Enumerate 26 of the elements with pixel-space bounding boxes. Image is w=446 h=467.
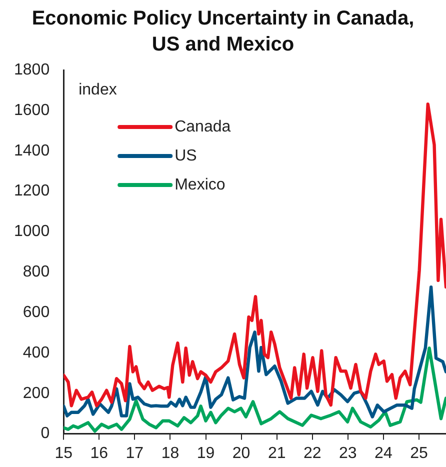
x-tick-label: 20 [232, 444, 250, 462]
x-tick-label: 22 [303, 444, 322, 462]
y-tick-label: 1400 [14, 142, 50, 160]
x-tick-label: 23 [339, 444, 357, 462]
y-axis-title: index [78, 81, 117, 98]
y-tick-label: 800 [22, 264, 50, 281]
x-tick-label: 24 [374, 444, 392, 462]
x-tick-label: 18 [161, 444, 180, 462]
y-tick-label: 400 [22, 344, 50, 362]
y-tick-label: 1200 [14, 182, 50, 200]
y-tick-label: 600 [22, 304, 50, 321]
x-tick-label: 16 [90, 444, 108, 462]
x-tick-label: 19 [196, 444, 215, 462]
x-tick-label: 25 [410, 444, 428, 462]
chart-title: Economic Policy Uncertainty in Canada, US and Mexico [32, 8, 414, 56]
legend-label: Canada [174, 118, 231, 136]
y-tick-label: 1000 [14, 223, 50, 240]
legend-label: US [174, 147, 197, 164]
x-tick-label: 21 [268, 444, 286, 462]
y-tick-label: 1600 [14, 102, 50, 119]
y-tick-label: 200 [22, 384, 50, 402]
y-tick-label: 1800 [14, 61, 50, 78]
legend-label: Mexico [174, 176, 226, 194]
x-tick-label: 17 [126, 444, 144, 462]
y-tick-label: 0 [40, 425, 50, 442]
x-tick-label: 15 [54, 444, 73, 462]
